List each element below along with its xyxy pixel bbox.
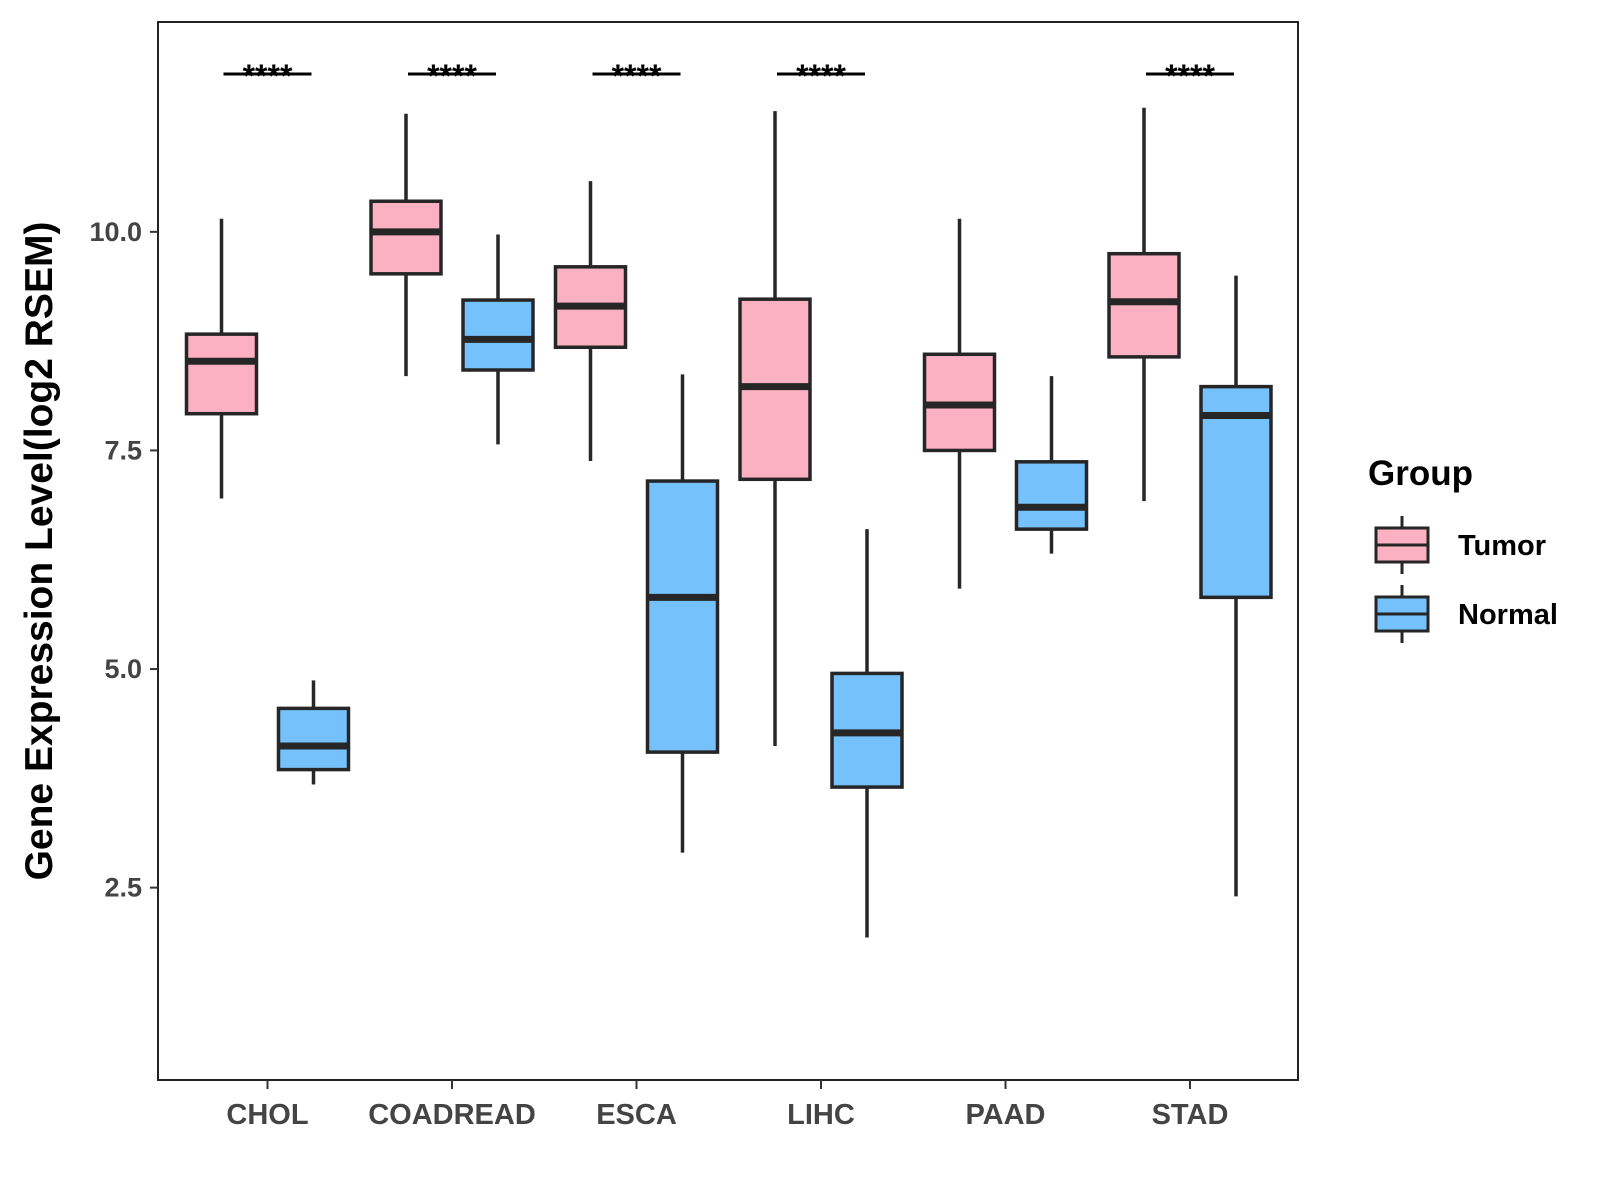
legend-label: Normal bbox=[1458, 599, 1558, 631]
x-tick-label: ESCA bbox=[596, 1099, 677, 1131]
box-iqr bbox=[184, 332, 259, 416]
x-tick-label: PAAD bbox=[965, 1099, 1045, 1131]
box-tumor-chol bbox=[184, 218, 259, 499]
box-tumor-lihc bbox=[738, 111, 812, 746]
box-normal-lihc bbox=[830, 529, 904, 938]
box-normal-stad bbox=[1199, 275, 1273, 897]
significance-annotations: **** **** **** **** **** bbox=[223, 58, 1234, 94]
box-normal-chol bbox=[276, 680, 351, 785]
x-tick-label: COADREAD bbox=[368, 1099, 536, 1131]
y-axis-title: Gene Expression Level(log2 RSEM) bbox=[18, 222, 61, 881]
box-iqr bbox=[1199, 384, 1273, 600]
x-tick-label: LIHC bbox=[787, 1099, 855, 1131]
box-iqr bbox=[276, 706, 351, 772]
box-iqr bbox=[461, 298, 535, 372]
significance-label: **** bbox=[243, 58, 293, 94]
y-tick-label: 2.5 bbox=[104, 873, 142, 903]
legend: Group Tumor Normal bbox=[1368, 454, 1558, 643]
significance-label: **** bbox=[796, 58, 846, 94]
x-tick-label: CHOL bbox=[226, 1099, 308, 1131]
y-tick-label: 5.0 bbox=[104, 654, 142, 684]
boxes bbox=[184, 107, 1273, 938]
y-tick-label: 7.5 bbox=[104, 435, 142, 465]
x-axis: CHOL COADREAD ESCA LIHC PAAD STAD bbox=[226, 1080, 1228, 1131]
box-tumor-coadread bbox=[369, 113, 443, 377]
box-normal-paad bbox=[1014, 376, 1089, 554]
box-iqr bbox=[1014, 460, 1089, 531]
box-tumor-paad bbox=[922, 218, 997, 589]
legend-label: Tumor bbox=[1458, 530, 1546, 562]
y-tick-label: 10.0 bbox=[89, 217, 142, 247]
y-axis: 2.5 5.0 7.5 10.0 bbox=[89, 217, 158, 903]
significance-label: **** bbox=[427, 58, 477, 94]
significance-label: **** bbox=[1165, 58, 1215, 94]
legend-title: Group bbox=[1368, 454, 1473, 493]
panel-border bbox=[157, 21, 1299, 1081]
box-tumor-esca bbox=[553, 181, 628, 461]
box-normal-coadread bbox=[461, 234, 535, 445]
box-tumor-stad bbox=[1107, 107, 1181, 502]
box-normal-esca bbox=[645, 374, 720, 853]
x-tick-label: STAD bbox=[1152, 1099, 1229, 1131]
box-iqr bbox=[369, 199, 443, 276]
legend-item-tumor: Tumor bbox=[1374, 516, 1546, 574]
significance-label: **** bbox=[612, 58, 662, 94]
legend-item-normal: Normal bbox=[1374, 585, 1558, 643]
box-iqr bbox=[645, 479, 720, 754]
